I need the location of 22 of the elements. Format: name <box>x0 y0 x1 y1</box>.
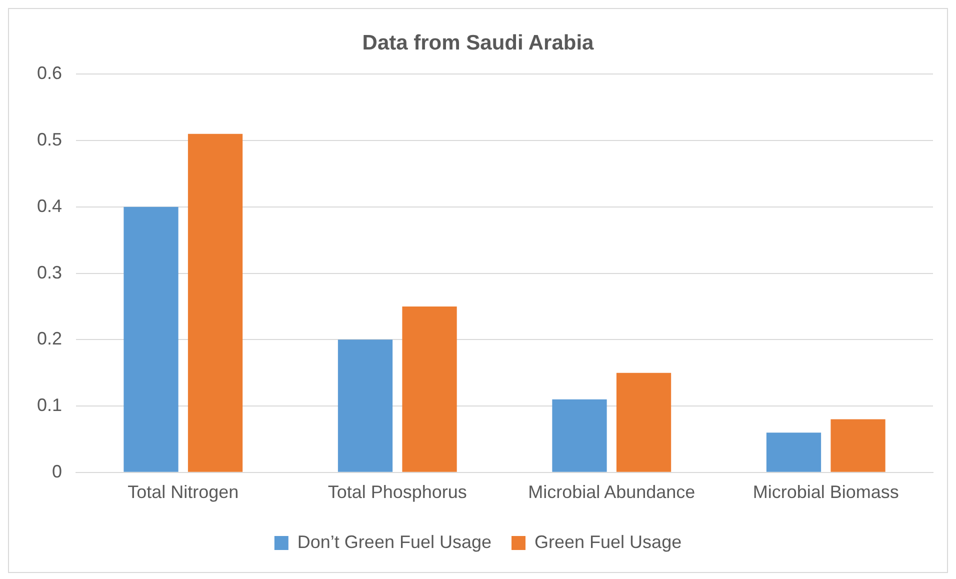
bar <box>124 206 178 472</box>
x-tick-label: Total Phosphorus <box>328 482 467 502</box>
bar <box>338 340 393 472</box>
chart-title: Data from Saudi Arabia <box>362 31 594 54</box>
bar <box>188 134 243 472</box>
y-tick-label: 0.6 <box>36 63 62 84</box>
bar <box>830 419 886 472</box>
y-tick-label: 0.2 <box>36 328 62 349</box>
bar <box>616 372 672 472</box>
y-tick-label: 0.4 <box>36 196 62 216</box>
x-tick-label: Total Nitrogen <box>128 482 239 502</box>
x-tick-label: Microbial Abundance <box>528 482 696 502</box>
legend-label: Don’t Green Fuel Usage <box>297 532 492 552</box>
y-tick-label: 0 <box>52 461 62 482</box>
legend-label: Green Fuel Usage <box>534 532 682 552</box>
x-tick-label: Microbial Biomass <box>752 482 899 502</box>
bar <box>766 432 822 472</box>
y-tick-label: 0.3 <box>36 262 62 282</box>
bar <box>402 306 457 472</box>
y-tick-label: 0.1 <box>36 395 62 415</box>
y-tick-label: 0.5 <box>36 130 62 150</box>
bar <box>552 399 607 472</box>
